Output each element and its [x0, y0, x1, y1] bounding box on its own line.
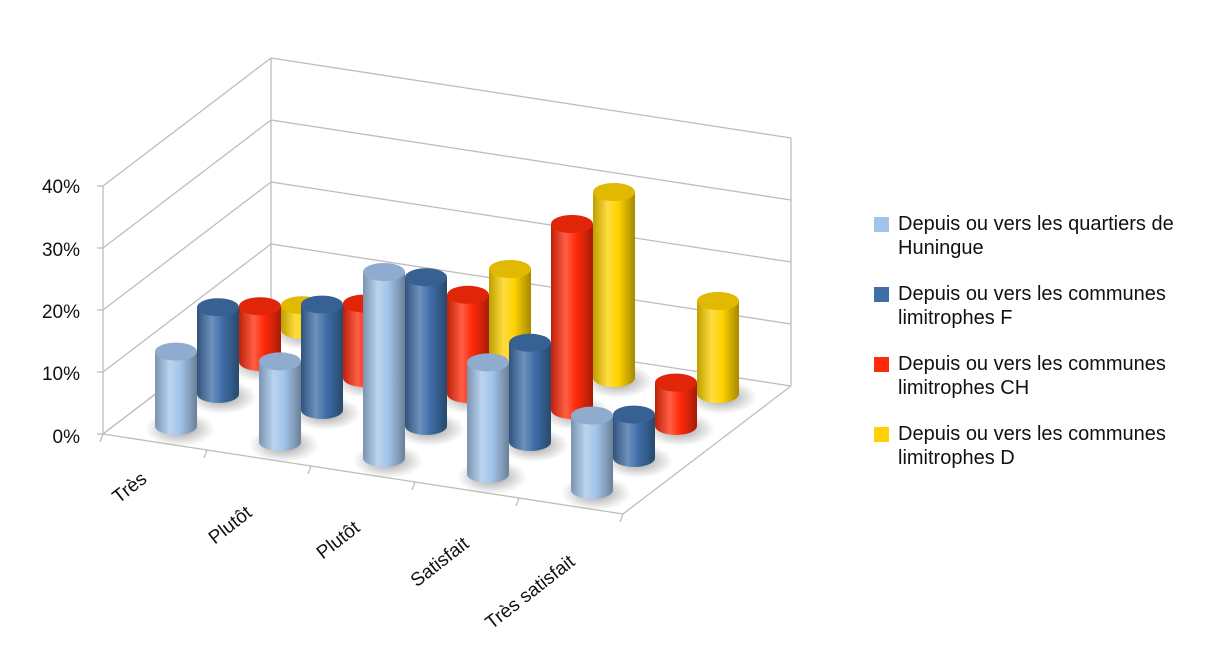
- y-tick-label: 30%: [42, 240, 80, 261]
- gridline: [270, 181, 792, 263]
- y-tick-label: 0%: [53, 427, 81, 448]
- gridline: [270, 119, 792, 201]
- bar-body: [697, 301, 739, 403]
- bar: [583, 183, 653, 398]
- bar-top: [239, 297, 281, 316]
- x-axis-tick: [203, 449, 208, 459]
- x-axis-tick: [99, 433, 104, 443]
- bar-body: [593, 192, 635, 387]
- legend-swatch: [874, 287, 889, 302]
- bar: [395, 268, 465, 446]
- bar: [499, 333, 569, 462]
- gridline: [102, 243, 272, 373]
- bar-body: [655, 382, 697, 435]
- y-tick-label: 40%: [42, 177, 80, 198]
- bar-top: [551, 215, 593, 233]
- legend-item: Depuis ou vers les quartiers de Huningue: [874, 212, 1224, 260]
- x-axis-labels: Très Plutôt Plutôt Satisfait Très satisf…: [109, 468, 580, 633]
- legend-item: Depuis ou vers les communes limitrophes …: [874, 352, 1224, 400]
- floor-edge: [622, 385, 792, 515]
- legend-swatch: [874, 427, 889, 442]
- bar-top: [301, 295, 343, 314]
- bar-top: [259, 352, 301, 371]
- gridline: [102, 57, 272, 187]
- bar-top: [467, 353, 509, 372]
- x-tick-label: Plutôt: [313, 517, 365, 564]
- chart-bars: [145, 183, 757, 510]
- bar-body: [405, 277, 447, 435]
- bar-top: [571, 406, 613, 425]
- bar-body: [197, 307, 239, 403]
- gridline: [102, 181, 272, 311]
- bar-top: [593, 183, 635, 201]
- x-tick-label: Plutôt: [205, 502, 257, 549]
- bar: [187, 298, 257, 414]
- chart-plot-area: 0% 10% 20% 30% 40% Très Plutôt Plutôt Sa…: [42, 57, 792, 634]
- y-tick-label: 20%: [42, 302, 80, 323]
- bar-top: [197, 298, 239, 317]
- bar-top: [363, 263, 405, 281]
- bar-body: [363, 272, 405, 467]
- bar: [249, 352, 319, 462]
- bar-top: [655, 373, 697, 392]
- bar: [145, 342, 215, 446]
- bar-top: [509, 333, 551, 352]
- legend-swatch: [874, 217, 889, 232]
- legend-item: Depuis ou vers les communes limitrophes …: [874, 282, 1224, 330]
- x-axis-tick: [307, 465, 312, 475]
- y-axis-ticks: 0% 10% 20% 30% 40%: [42, 177, 80, 448]
- legend-label: Depuis ou vers les communes limitrophes …: [898, 353, 1166, 399]
- legend-item: Depuis ou vers les communes limitrophes …: [874, 422, 1224, 470]
- y-tick-label: 10%: [42, 364, 80, 385]
- gridline: [270, 57, 792, 139]
- floor-edge: [102, 433, 624, 515]
- bar: [645, 373, 715, 446]
- bar-body: [155, 351, 197, 435]
- bar: [353, 263, 423, 478]
- bar-body: [467, 362, 509, 483]
- legend: Depuis ou vers les quartiers de Huningue…: [874, 212, 1224, 492]
- gridline: [102, 119, 272, 249]
- legend-label: Depuis ou vers les communes limitrophes …: [898, 423, 1166, 469]
- bar-top: [613, 405, 655, 424]
- bar-body: [551, 224, 593, 419]
- bar-top: [405, 268, 447, 287]
- bar-top: [489, 260, 531, 278]
- x-tick-label: Très satisfait: [482, 551, 580, 634]
- x-tick-label: Très: [109, 468, 151, 508]
- legend-label: Depuis ou vers les communes limitrophes …: [898, 283, 1166, 329]
- bar: [603, 405, 673, 478]
- bar: [457, 353, 527, 494]
- legend-label: Depuis ou vers les quartiers de Huningue: [898, 213, 1174, 259]
- bar: [687, 292, 757, 414]
- x-axis-tick: [411, 481, 416, 491]
- bar-body: [571, 415, 613, 499]
- bar: [291, 295, 361, 430]
- bar: [561, 406, 631, 510]
- bar-body: [301, 304, 343, 419]
- x-tick-label: Satisfait: [407, 533, 474, 592]
- bar-body: [259, 361, 301, 451]
- bar-body: [613, 414, 655, 467]
- bar-top: [155, 342, 197, 361]
- bar-top: [447, 285, 489, 304]
- legend-swatch: [874, 357, 889, 372]
- x-axis-tick: [515, 497, 520, 507]
- bar-body: [509, 342, 551, 451]
- x-axis-tick: [619, 513, 624, 523]
- bar-top: [697, 292, 739, 310]
